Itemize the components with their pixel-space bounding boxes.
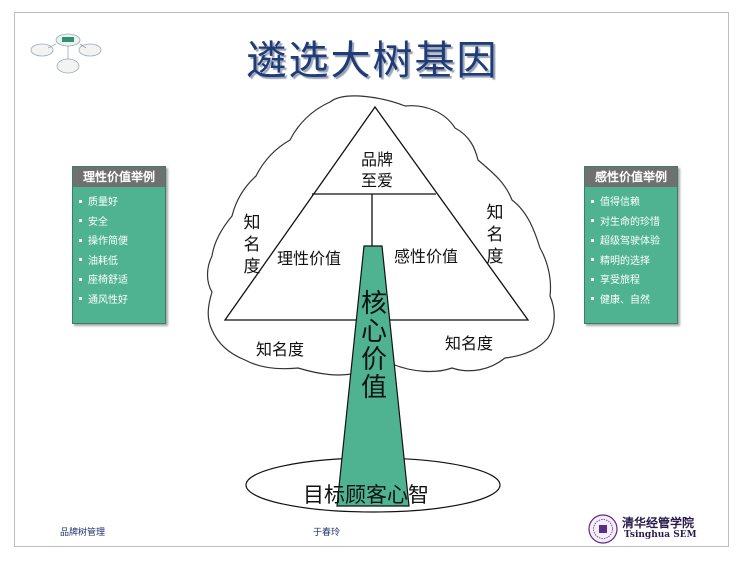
logo-english-name: Tsinghua SEM bbox=[624, 530, 697, 540]
footer-left-text: 品牌树管理 bbox=[60, 528, 106, 538]
awareness-right-vertical-label: 知名度 bbox=[486, 203, 504, 267]
list-item: 值得信赖 bbox=[589, 193, 677, 213]
apex-label-line1: 品牌 bbox=[360, 150, 393, 169]
list-item: 享受旅程 bbox=[589, 271, 677, 291]
list-item: 健康、自然 bbox=[589, 291, 677, 311]
tree-canopy-outline bbox=[206, 95, 555, 376]
slide-title: 遴选大树基因 bbox=[246, 38, 499, 84]
list-item: 油耗低 bbox=[77, 252, 165, 272]
rational-value-label: 理性价值 bbox=[277, 249, 342, 268]
awareness-bottom-left-label: 知名度 bbox=[256, 340, 305, 359]
footer-author-text: 于春玲 bbox=[313, 528, 341, 538]
apex-label-line2: 至爱 bbox=[360, 171, 393, 190]
awareness-left-vertical-label: 知名度 bbox=[243, 213, 261, 277]
core-value-trunk bbox=[336, 245, 410, 507]
core-value-label: 核心价值 bbox=[360, 289, 387, 403]
awareness-bottom-right-label: 知名度 bbox=[445, 334, 494, 353]
list-item: 对生命的珍惜 bbox=[589, 213, 677, 233]
tsinghua-seal-icon bbox=[588, 514, 618, 544]
apex-label: 品牌 至爱 bbox=[355, 149, 399, 191]
list-item: 通风性好 bbox=[77, 291, 165, 311]
list-item: 超级驾驶体验 bbox=[589, 232, 677, 252]
list-item: 质量好 bbox=[77, 193, 165, 213]
list-item: 座椅舒适 bbox=[77, 271, 165, 291]
thumbnail-diagram-icon bbox=[30, 33, 102, 74]
emotional-value-label: 感性价值 bbox=[394, 247, 459, 266]
root-label: 目标顾客心智 bbox=[303, 483, 429, 507]
rational-value-examples-box: 理性价值举例 质量好 安全 操作简便 油耗低 座椅舒适 通风性好 bbox=[72, 166, 166, 324]
emotional-value-examples-box: 感性价值举例 值得信赖 对生命的珍惜 超级驾驶体验 精明的选择 享受旅程 健康、… bbox=[584, 166, 678, 324]
list-item: 安全 bbox=[77, 213, 165, 233]
rational-value-examples-header: 理性价值举例 bbox=[73, 167, 165, 187]
logo-chinese-name: 清华经管学院 bbox=[622, 516, 695, 530]
list-item: 操作简便 bbox=[77, 232, 165, 252]
emotional-value-examples-header: 感性价值举例 bbox=[585, 167, 677, 187]
list-item: 精明的选择 bbox=[589, 252, 677, 272]
